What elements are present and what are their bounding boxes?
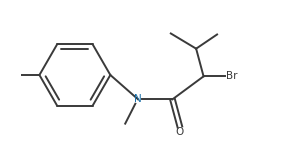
Text: O: O	[176, 127, 184, 137]
Text: N: N	[134, 94, 142, 104]
Text: Br: Br	[226, 71, 238, 81]
